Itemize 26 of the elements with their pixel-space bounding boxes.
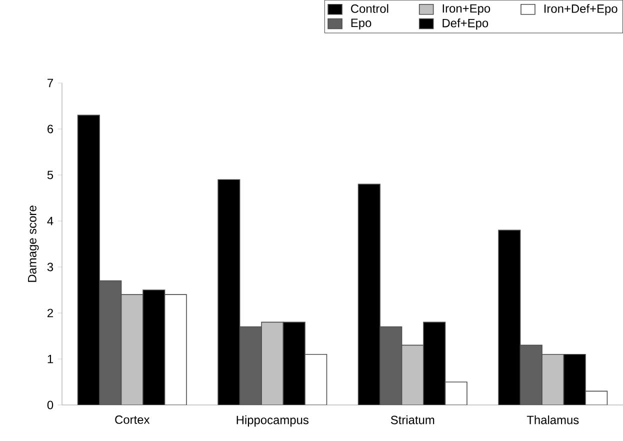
y-tick-label: 2 xyxy=(48,308,53,318)
bar xyxy=(77,114,100,405)
y-tick-label: 5 xyxy=(47,170,54,180)
bar xyxy=(498,230,521,405)
y-tick-label: 7 xyxy=(48,78,53,88)
bar xyxy=(401,344,424,405)
y-tick-label: 3 xyxy=(47,262,54,272)
x-tick-label: Hippocampus xyxy=(236,415,308,427)
y-axis-title: Damage score xyxy=(28,206,39,282)
bar xyxy=(542,354,564,405)
x-tick-label: Cortex xyxy=(115,415,150,424)
y-tick-label: 6 xyxy=(48,124,54,134)
bar xyxy=(120,294,144,405)
x-tick-label: Striatum xyxy=(390,415,434,424)
legend-label: Epo xyxy=(351,18,372,30)
x-tick-label: Thalamus xyxy=(526,415,579,424)
y-tick-label: 1 xyxy=(48,354,53,364)
y-tick-label: 0 xyxy=(47,400,54,410)
legend-label: Control xyxy=(351,4,388,13)
legend-label: Def+Epo xyxy=(442,18,488,30)
legend-label: Iron+Def+Epo xyxy=(544,4,618,16)
bar xyxy=(218,179,240,405)
y-tick-label: 4 xyxy=(47,216,54,226)
bar xyxy=(358,184,380,405)
bar xyxy=(261,322,284,405)
legend-label: Iron+Epo xyxy=(442,4,490,16)
